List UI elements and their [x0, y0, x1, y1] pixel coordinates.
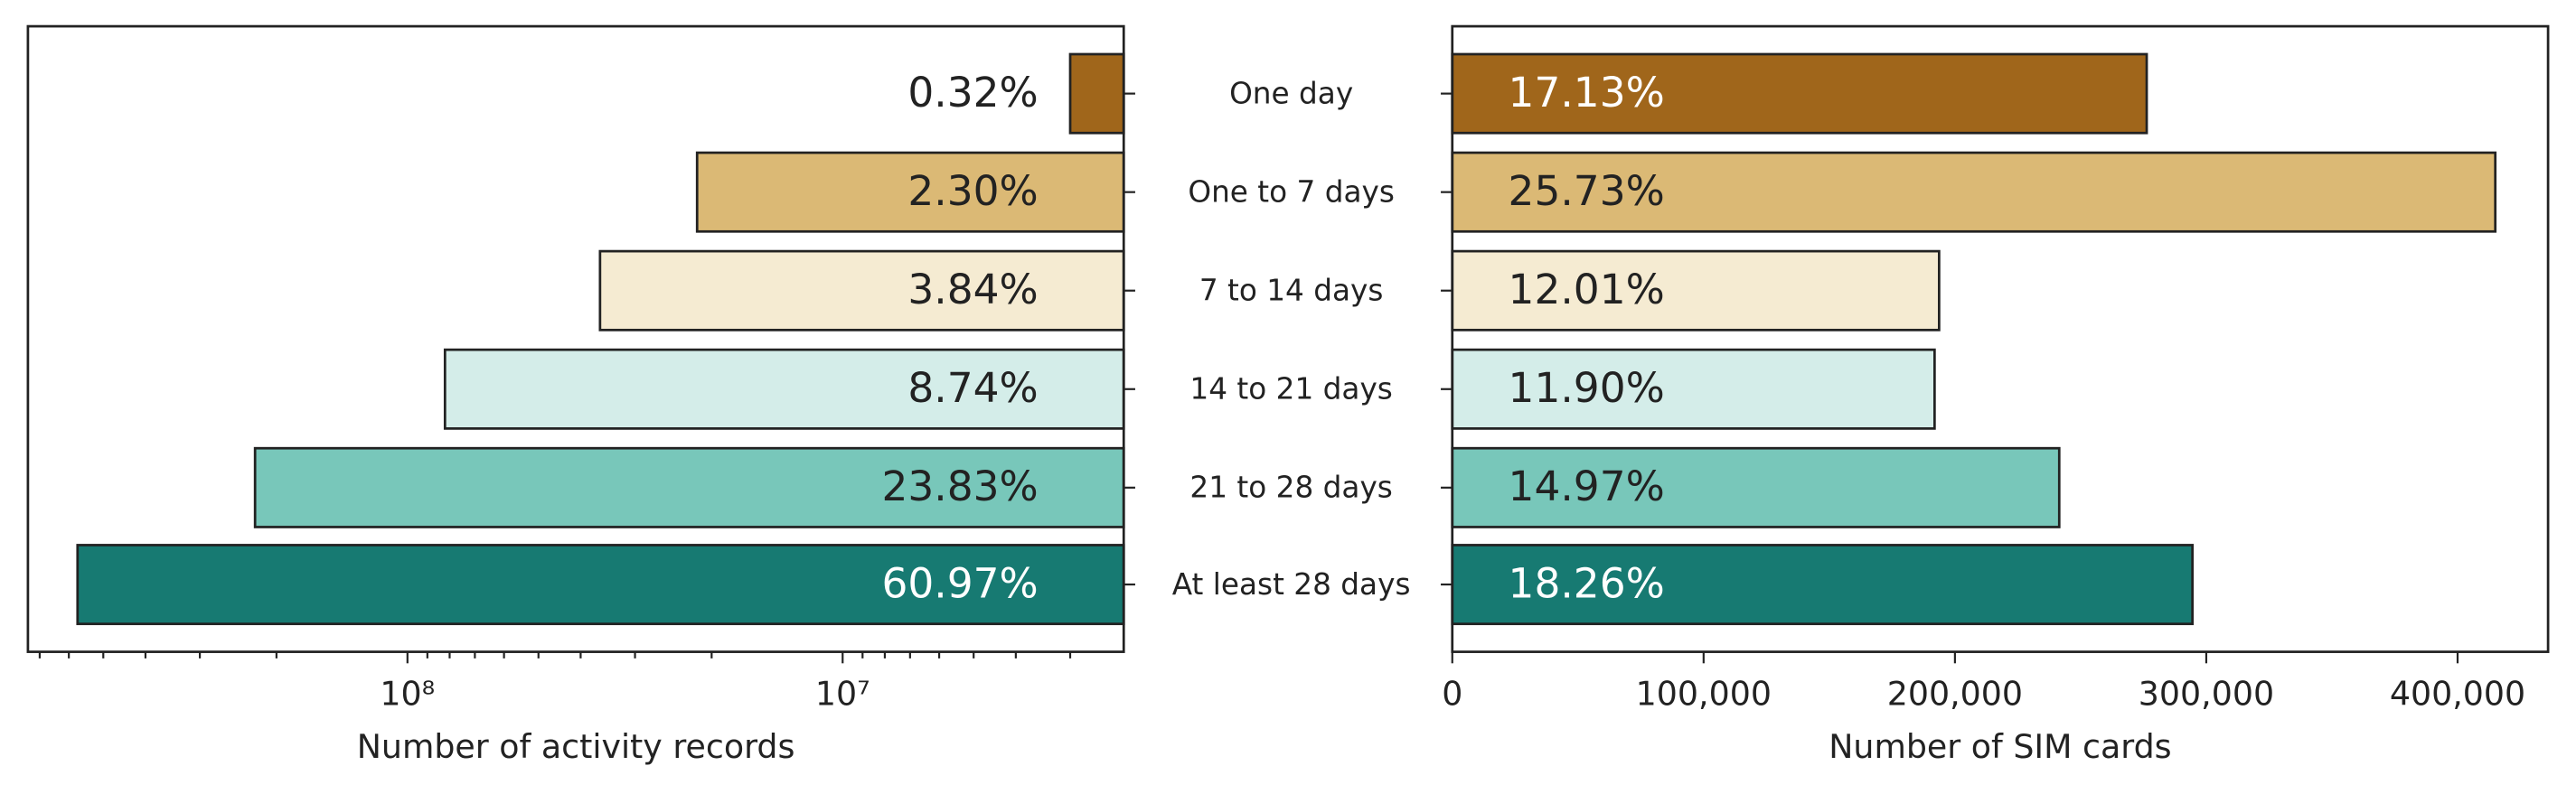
bar-label: 18.26% [1509, 559, 1665, 607]
x-axis-label: Number of activity records [357, 727, 795, 766]
x-tick-label: 10⁸ [380, 675, 435, 714]
category-label: 7 to 14 days [1199, 274, 1384, 308]
bar-label: 12.01% [1509, 266, 1665, 313]
bar-label: 60.97% [881, 559, 1038, 607]
x-tick-label: 100,000 [1636, 675, 1772, 714]
x-tick-label: 200,000 [1887, 675, 2023, 714]
bar [1451, 52, 2148, 135]
bar-label: 25.73% [1509, 167, 1665, 215]
bar [1451, 348, 1936, 430]
bar [1451, 446, 2061, 528]
category-label: At least 28 days [1172, 567, 1411, 602]
axes-frame [1451, 24, 2550, 653]
bar [443, 348, 1125, 430]
bar-label: 3.84% [907, 266, 1038, 313]
category-label: One to 7 days [1188, 174, 1395, 209]
category-label: 21 to 28 days [1189, 471, 1392, 505]
bar-label: 2.30% [907, 167, 1038, 215]
bar [253, 446, 1125, 528]
bar [1068, 52, 1125, 135]
category-label: 14 to 21 days [1189, 372, 1392, 406]
bar-label: 8.74% [907, 364, 1038, 412]
bar [1451, 544, 2195, 626]
bar-label: 17.13% [1509, 69, 1665, 117]
bar-label: 14.97% [1509, 462, 1665, 510]
bar-label: 23.83% [881, 462, 1038, 510]
x-tick-label: 0 [1442, 675, 1462, 714]
bar-label: 11.90% [1509, 364, 1665, 412]
bar [1451, 249, 1941, 332]
bar-label: 0.32% [907, 69, 1038, 117]
x-tick-label: 10⁷ [815, 675, 870, 714]
axes-frame [26, 24, 1125, 653]
bar [598, 249, 1125, 332]
x-tick-label: 300,000 [2139, 675, 2274, 714]
x-tick-label: 400,000 [2390, 675, 2525, 714]
x-axis-label: Number of SIM cards [1829, 727, 2171, 766]
category-label: One day [1229, 76, 1353, 110]
